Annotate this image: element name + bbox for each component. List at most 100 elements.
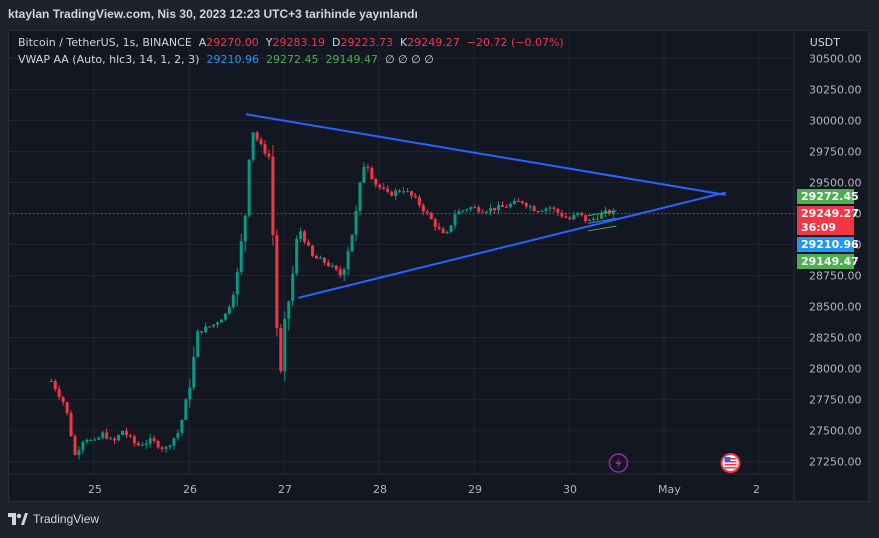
candle-body xyxy=(429,213,433,220)
candle-body xyxy=(540,210,544,212)
x-tick-label: 28 xyxy=(373,483,387,496)
indicator-value-vwap: 29210.96 xyxy=(206,53,259,66)
candle-body xyxy=(338,269,342,276)
y-tick-label: 27500.00 xyxy=(809,425,862,438)
candle-body xyxy=(283,318,287,372)
candle-body xyxy=(485,211,489,213)
candle-body xyxy=(552,207,556,209)
candle-body xyxy=(532,206,536,212)
candle-body xyxy=(239,241,243,272)
candle-body xyxy=(176,432,180,439)
chart-pane[interactable]: 30500.00 30250.00 30000.00 29750.00 29500.00… xyxy=(8,30,869,502)
candle-body xyxy=(326,262,330,266)
tradingview-brand[interactable]: TradingView xyxy=(33,512,100,526)
x-tick-label: 29 xyxy=(468,483,482,496)
candle-body xyxy=(501,205,504,207)
candle-body xyxy=(528,206,532,208)
trendlines[interactable] xyxy=(245,113,726,299)
candle-body xyxy=(457,211,461,215)
candle-body xyxy=(465,209,469,211)
vwap-upper-band xyxy=(587,210,617,217)
candle-body xyxy=(279,327,283,372)
high-value: 29283.19 xyxy=(272,36,326,49)
candles xyxy=(9,130,794,460)
candle-body xyxy=(121,430,124,435)
candle-body xyxy=(596,218,599,220)
candle-body xyxy=(584,214,588,222)
candle-body xyxy=(382,187,386,189)
candle-body xyxy=(520,201,524,204)
y-tick-label: 30000.00 xyxy=(809,114,862,127)
candle-body xyxy=(307,242,311,246)
candle-body xyxy=(524,203,528,207)
triangle-lower-line[interactable] xyxy=(298,191,726,299)
price-tag-last: 29249.27 xyxy=(797,206,859,221)
candle-body xyxy=(322,257,326,263)
x-tick-label: 30 xyxy=(563,483,577,496)
candle-body xyxy=(453,214,457,226)
candle-body xyxy=(342,269,346,276)
y-tick-label: 28500.00 xyxy=(809,301,862,314)
indicator-value-lower: 29149.47 xyxy=(325,53,378,66)
low-value: 29223.73 xyxy=(340,36,394,49)
symbol-name[interactable]: Bitcoin / TetherUS, 1s, BINANCE xyxy=(18,36,192,49)
candle-body xyxy=(97,437,101,440)
triangle-upper-line[interactable] xyxy=(245,113,726,196)
time-axis[interactable]: 25 26 27 28 29 30 May 2 xyxy=(88,483,760,496)
candle-body xyxy=(425,211,429,214)
candle-body xyxy=(330,265,334,267)
candle-body xyxy=(144,443,148,446)
candle-body xyxy=(227,307,231,314)
candle-body xyxy=(398,190,402,192)
candle-body xyxy=(208,326,212,328)
candle-body xyxy=(117,434,121,441)
currency-label[interactable]: USDT xyxy=(809,36,840,49)
candle-body xyxy=(350,234,354,252)
lightning-bolt-icon xyxy=(615,458,622,468)
candle-body xyxy=(251,132,255,160)
indicator-name[interactable]: VWAP AA (Auto, hlc3, 14, 1, 2, 3) xyxy=(18,53,200,66)
candle-body xyxy=(287,301,291,319)
candle-body xyxy=(160,447,164,449)
y-tick-label: 28750.00 xyxy=(809,270,862,283)
candle-body xyxy=(295,238,299,274)
candle-body xyxy=(394,190,398,196)
candle-body xyxy=(314,255,318,259)
candle-body xyxy=(113,438,117,441)
candle-body xyxy=(421,205,425,212)
price-chart[interactable]: 30500.00 30250.00 30000.00 29750.00 29500.00… xyxy=(9,31,869,502)
candle-body xyxy=(180,419,184,433)
candle-body xyxy=(358,182,362,211)
candle-body xyxy=(477,207,481,212)
candle-body xyxy=(516,200,520,202)
candle-body xyxy=(504,206,508,208)
candle-body xyxy=(406,191,409,193)
open-label: A xyxy=(198,36,207,49)
price-tag-lower-band: 29149.47 xyxy=(797,254,859,269)
candle-body xyxy=(366,166,370,169)
event-markers xyxy=(608,453,741,473)
indicator-legend[interactable]: VWAP AA (Auto, hlc3, 14, 1, 2, 3) 29210.… xyxy=(18,53,434,66)
symbol-legend[interactable]: Bitcoin / TetherUS, 1s, BINANCE A29270.0… xyxy=(18,36,564,49)
candle-body xyxy=(136,443,140,446)
candle-body xyxy=(512,200,516,204)
candle-body xyxy=(568,217,572,220)
candle-body xyxy=(548,207,552,209)
candle-body xyxy=(291,273,295,302)
price-tag-vwap: 29210.96 xyxy=(797,237,859,252)
candle-body xyxy=(433,219,437,227)
grid xyxy=(9,31,795,501)
candle-body xyxy=(437,226,441,229)
candle-body xyxy=(334,265,338,270)
candle-body xyxy=(599,213,603,219)
candle-body xyxy=(156,441,160,448)
y-tick-label: 30500.00 xyxy=(809,52,862,65)
high-label: Y xyxy=(265,36,273,49)
x-tick-label: 2 xyxy=(753,483,760,496)
candle-body xyxy=(152,438,156,442)
candle-body xyxy=(402,191,406,193)
candle-body xyxy=(184,399,188,420)
footer[interactable]: TradingView xyxy=(8,512,99,526)
y-tick-label: 30250.00 xyxy=(809,83,862,96)
change-value: −20.72 (−0.07%) xyxy=(466,36,564,49)
